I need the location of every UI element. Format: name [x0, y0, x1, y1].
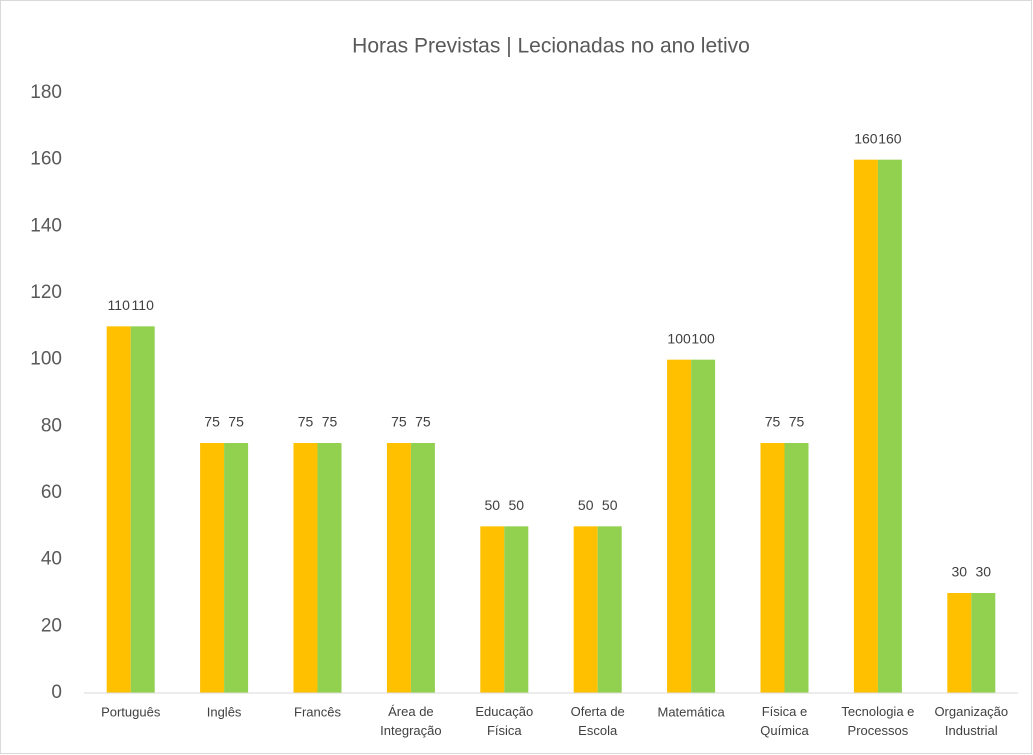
data-label: 50: [602, 497, 618, 513]
bar: [293, 443, 318, 693]
x-tick-label: Educação Física: [475, 704, 533, 738]
bar: [504, 526, 529, 693]
data-label: 30: [976, 564, 992, 580]
bar: [947, 593, 972, 693]
x-tick-label: Área de Integração: [380, 704, 441, 738]
y-tick-label: 20: [41, 615, 62, 636]
data-label: 160: [854, 130, 878, 146]
bar: [410, 443, 435, 693]
bar: [224, 443, 249, 693]
y-tick-label: 100: [30, 349, 62, 370]
bar: [667, 359, 692, 693]
data-label: 50: [485, 497, 501, 513]
x-tick-label: Inglês: [207, 704, 242, 719]
chart-title: Horas Previstas | Lecionadas no ano leti…: [352, 35, 750, 58]
data-label: 75: [204, 414, 220, 430]
data-label: 75: [415, 414, 431, 430]
bar: [386, 443, 411, 693]
y-tick-label: 160: [30, 149, 62, 170]
bar: [317, 443, 342, 693]
y-tick-label: 180: [30, 82, 62, 103]
y-tick-label: 60: [41, 482, 62, 503]
data-label: 50: [578, 497, 594, 513]
y-tick-label: 80: [41, 415, 62, 436]
x-tick-label: Francês: [294, 704, 341, 719]
data-label: 100: [667, 330, 691, 346]
data-label: 75: [228, 414, 244, 430]
bar: [760, 443, 785, 693]
bar: [597, 526, 622, 693]
data-label: 75: [298, 414, 314, 430]
bar: [573, 526, 598, 693]
bar: [853, 159, 878, 693]
x-tick-label: Português: [101, 704, 161, 719]
x-tick-label: Tecnologia e Processos: [841, 704, 914, 738]
data-label: 75: [322, 414, 338, 430]
bar: [877, 159, 902, 693]
data-label: 75: [391, 414, 407, 430]
bar: [971, 593, 996, 693]
data-label: 110: [108, 297, 131, 313]
data-label: 75: [789, 414, 805, 430]
y-tick-label: 140: [30, 215, 62, 236]
bar: [691, 359, 716, 693]
data-label: 30: [952, 564, 968, 580]
bar: [130, 326, 155, 693]
data-label: 100: [691, 330, 715, 346]
x-tick-label: Oferta de Escola: [571, 704, 625, 738]
bar: [200, 443, 225, 693]
y-tick-label: 40: [41, 549, 62, 570]
bar: [106, 326, 131, 693]
x-tick-label: Organização Industrial: [934, 704, 1008, 738]
y-tick-label: 0: [51, 682, 62, 703]
data-label: 160: [878, 130, 902, 146]
data-label: 50: [509, 497, 525, 513]
x-tick-label: Matemática: [657, 704, 725, 719]
y-tick-label: 120: [30, 282, 62, 303]
data-label: 110: [132, 297, 155, 313]
bar: [784, 443, 809, 693]
x-tick-label: Física e Química: [760, 704, 809, 738]
bar: [480, 526, 505, 693]
data-label: 75: [765, 414, 781, 430]
